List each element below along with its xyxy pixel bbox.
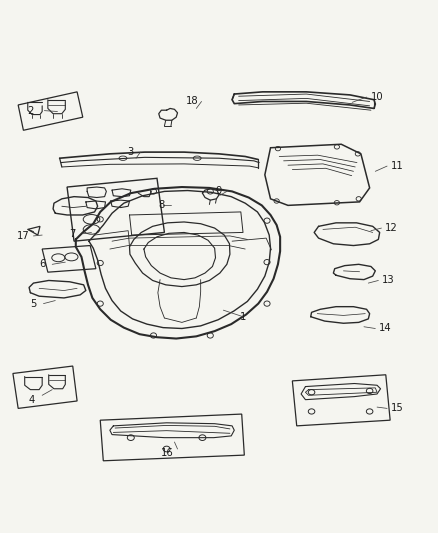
Text: 6: 6 <box>39 260 46 269</box>
Text: 8: 8 <box>158 200 165 211</box>
Text: 11: 11 <box>391 161 403 171</box>
Text: 7: 7 <box>70 229 76 239</box>
Text: 4: 4 <box>29 394 35 405</box>
Text: 14: 14 <box>378 324 391 334</box>
Text: 12: 12 <box>385 223 398 233</box>
Text: 17: 17 <box>17 231 30 241</box>
Text: 18: 18 <box>186 96 198 107</box>
Text: 3: 3 <box>128 147 134 157</box>
Text: 2: 2 <box>27 106 34 116</box>
Text: 13: 13 <box>382 276 395 286</box>
Text: 16: 16 <box>161 448 174 458</box>
Text: 15: 15 <box>391 403 403 414</box>
Text: 9: 9 <box>215 187 221 196</box>
Text: 10: 10 <box>371 92 383 102</box>
Text: 1: 1 <box>240 312 246 322</box>
Text: 5: 5 <box>30 298 37 309</box>
